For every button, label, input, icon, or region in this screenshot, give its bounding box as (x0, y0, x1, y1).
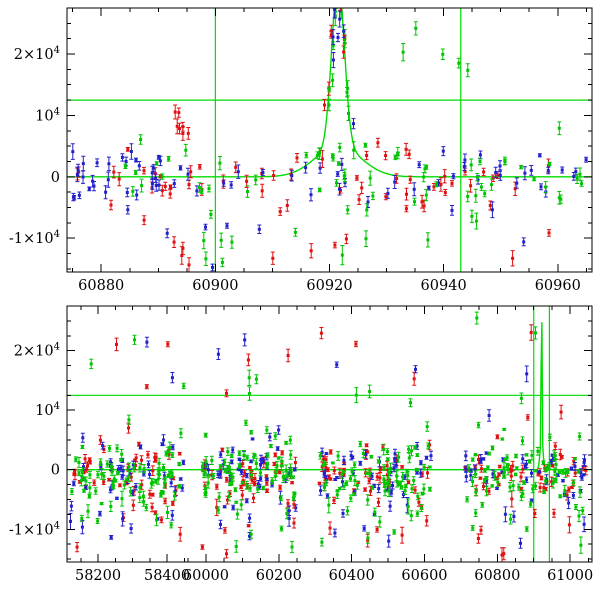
svg-text:60920: 60920 (306, 278, 352, 294)
svg-text:2×104: 2×104 (14, 342, 60, 360)
svg-text:60940: 60940 (421, 278, 467, 294)
svg-text:60900: 60900 (192, 278, 238, 294)
svg-text:60000: 60000 (183, 568, 229, 584)
svg-text:60880: 60880 (78, 278, 124, 294)
svg-text:58200: 58200 (75, 568, 121, 584)
svg-text:0: 0 (51, 170, 60, 186)
svg-text:104: 104 (35, 106, 60, 124)
svg-text:0: 0 (51, 463, 60, 479)
svg-text:-1×104: -1×104 (9, 229, 60, 247)
svg-text:104: 104 (35, 401, 60, 419)
svg-text:60800: 60800 (474, 568, 520, 584)
svg-text:-1×104: -1×104 (9, 520, 60, 538)
svg-text:58400: 58400 (144, 568, 190, 584)
svg-text:60400: 60400 (329, 568, 375, 584)
svg-text:60960: 60960 (535, 278, 581, 294)
svg-text:2×104: 2×104 (14, 45, 60, 63)
svg-text:61000: 61000 (547, 568, 593, 584)
svg-text:60200: 60200 (256, 568, 302, 584)
svg-text:60600: 60600 (401, 568, 447, 584)
